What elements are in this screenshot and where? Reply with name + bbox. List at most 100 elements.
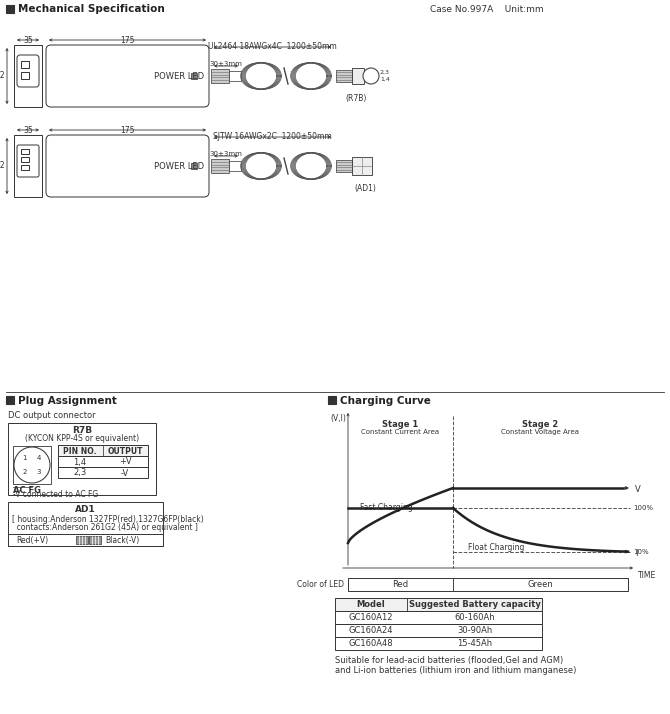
Text: 35: 35 bbox=[23, 36, 33, 45]
Text: POWER LED: POWER LED bbox=[154, 162, 204, 171]
Text: Constant Current Area: Constant Current Area bbox=[361, 429, 439, 435]
Text: Suitable for lead-acid batteries (flooded,Gel and AGM): Suitable for lead-acid batteries (floode… bbox=[335, 656, 563, 665]
Bar bbox=[8, 423, 156, 495]
Text: +V: +V bbox=[119, 458, 131, 466]
Bar bbox=[328, 396, 336, 404]
Bar bbox=[76, 536, 88, 544]
Text: Stage 2: Stage 2 bbox=[522, 420, 558, 429]
Text: 60-160Ah: 60-160Ah bbox=[454, 613, 495, 622]
Text: R7B: R7B bbox=[72, 426, 92, 435]
Text: Fast Charging: Fast Charging bbox=[360, 503, 413, 512]
Text: 30±3mm: 30±3mm bbox=[210, 61, 243, 67]
Bar bbox=[211, 159, 229, 173]
Text: OUTPUT: OUTPUT bbox=[107, 446, 143, 456]
FancyBboxPatch shape bbox=[17, 55, 39, 87]
Bar bbox=[335, 611, 542, 624]
Bar bbox=[191, 73, 197, 79]
Bar bbox=[14, 135, 42, 197]
Text: V: V bbox=[635, 485, 641, 494]
Text: Stage 1: Stage 1 bbox=[382, 420, 418, 429]
Text: Case No.997A    Unit:mm: Case No.997A Unit:mm bbox=[430, 4, 543, 14]
Bar bbox=[229, 71, 241, 81]
Text: I: I bbox=[635, 548, 637, 558]
Text: 1,4: 1,4 bbox=[380, 77, 390, 82]
Text: Float Charging: Float Charging bbox=[468, 543, 525, 552]
Text: 30-90Ah: 30-90Ah bbox=[457, 626, 492, 635]
Text: contacts:Anderson 261G2 (45A) or equivalent ]: contacts:Anderson 261G2 (45A) or equival… bbox=[12, 523, 198, 532]
Text: 4: 4 bbox=[37, 455, 42, 461]
Bar bbox=[8, 502, 163, 546]
Text: 175: 175 bbox=[120, 126, 135, 135]
Text: 2: 2 bbox=[23, 469, 27, 475]
Bar bbox=[58, 456, 148, 467]
Text: DC output connector: DC output connector bbox=[8, 411, 96, 420]
Circle shape bbox=[363, 68, 379, 84]
Text: PIN NO.: PIN NO. bbox=[63, 446, 96, 456]
Bar bbox=[21, 165, 29, 170]
Bar bbox=[335, 624, 542, 637]
Text: 100%: 100% bbox=[633, 505, 653, 511]
FancyBboxPatch shape bbox=[17, 145, 39, 177]
Bar bbox=[336, 160, 352, 172]
Text: Red(+V): Red(+V) bbox=[16, 536, 48, 545]
FancyBboxPatch shape bbox=[46, 135, 209, 197]
Text: TIME: TIME bbox=[638, 571, 656, 580]
Text: and Li-ion batteries (lithium iron and lithium manganese): and Li-ion batteries (lithium iron and l… bbox=[335, 666, 576, 675]
Text: 2,3: 2,3 bbox=[74, 468, 86, 478]
Text: Suggested Battery capacity: Suggested Battery capacity bbox=[409, 600, 541, 609]
Text: 1,4: 1,4 bbox=[74, 458, 86, 466]
Bar bbox=[58, 445, 148, 456]
Bar bbox=[352, 68, 364, 84]
Text: Black(-V): Black(-V) bbox=[105, 536, 139, 545]
Text: UL2464 18AWGx4C  1200±50mm: UL2464 18AWGx4C 1200±50mm bbox=[208, 42, 337, 51]
Text: 30±3mm: 30±3mm bbox=[210, 151, 243, 157]
Text: Mechanical Specification: Mechanical Specification bbox=[18, 4, 165, 14]
Text: 1: 1 bbox=[23, 455, 27, 461]
Text: -V: -V bbox=[121, 468, 129, 478]
Text: 3: 3 bbox=[37, 469, 42, 475]
Text: 10%: 10% bbox=[633, 548, 649, 555]
Bar bbox=[58, 467, 148, 478]
FancyBboxPatch shape bbox=[46, 45, 209, 107]
Bar bbox=[13, 446, 51, 484]
Text: GC160A48: GC160A48 bbox=[348, 639, 393, 648]
Bar bbox=[21, 149, 29, 154]
Text: (AD1): (AD1) bbox=[354, 184, 376, 193]
Bar bbox=[21, 72, 29, 79]
Bar bbox=[21, 61, 29, 68]
Text: POWER LED: POWER LED bbox=[154, 72, 204, 81]
Text: Constant Voltage Area: Constant Voltage Area bbox=[501, 429, 579, 435]
Text: AC FG: AC FG bbox=[13, 486, 41, 495]
Text: Charging Curve: Charging Curve bbox=[340, 396, 431, 406]
Bar bbox=[89, 536, 101, 544]
Bar bbox=[191, 163, 197, 169]
Text: 2,3: 2,3 bbox=[380, 70, 390, 75]
Text: [ housing:Anderson 1327FP(red),1327G6FP(black): [ housing:Anderson 1327FP(red),1327G6FP(… bbox=[12, 515, 204, 524]
Text: GC160A12: GC160A12 bbox=[349, 613, 393, 622]
Text: Color of LED: Color of LED bbox=[297, 580, 344, 589]
Circle shape bbox=[14, 447, 50, 483]
Text: 35: 35 bbox=[23, 126, 33, 135]
Bar bbox=[335, 637, 542, 650]
Text: Green: Green bbox=[528, 580, 553, 589]
Text: (V,I): (V,I) bbox=[330, 414, 346, 423]
Text: Model: Model bbox=[356, 600, 385, 609]
Text: SJTW 16AWGx2C  1200±50mm: SJTW 16AWGx2C 1200±50mm bbox=[213, 132, 332, 141]
Bar bbox=[348, 578, 628, 591]
Bar bbox=[229, 161, 241, 171]
Bar bbox=[211, 69, 229, 83]
Text: 72: 72 bbox=[0, 161, 5, 171]
Bar bbox=[335, 598, 542, 611]
Bar bbox=[336, 70, 352, 82]
Bar bbox=[6, 396, 14, 404]
Bar bbox=[21, 157, 29, 162]
Bar bbox=[6, 5, 14, 13]
Text: 15-45Ah: 15-45Ah bbox=[457, 639, 492, 648]
Text: 175: 175 bbox=[120, 36, 135, 45]
Text: (R7B): (R7B) bbox=[345, 94, 366, 103]
Text: (KYCON KPP-4S or equivalent): (KYCON KPP-4S or equivalent) bbox=[25, 434, 139, 443]
Text: 72: 72 bbox=[0, 71, 5, 81]
Text: GC160A24: GC160A24 bbox=[349, 626, 393, 635]
Text: Red: Red bbox=[393, 580, 409, 589]
Bar bbox=[14, 45, 42, 107]
